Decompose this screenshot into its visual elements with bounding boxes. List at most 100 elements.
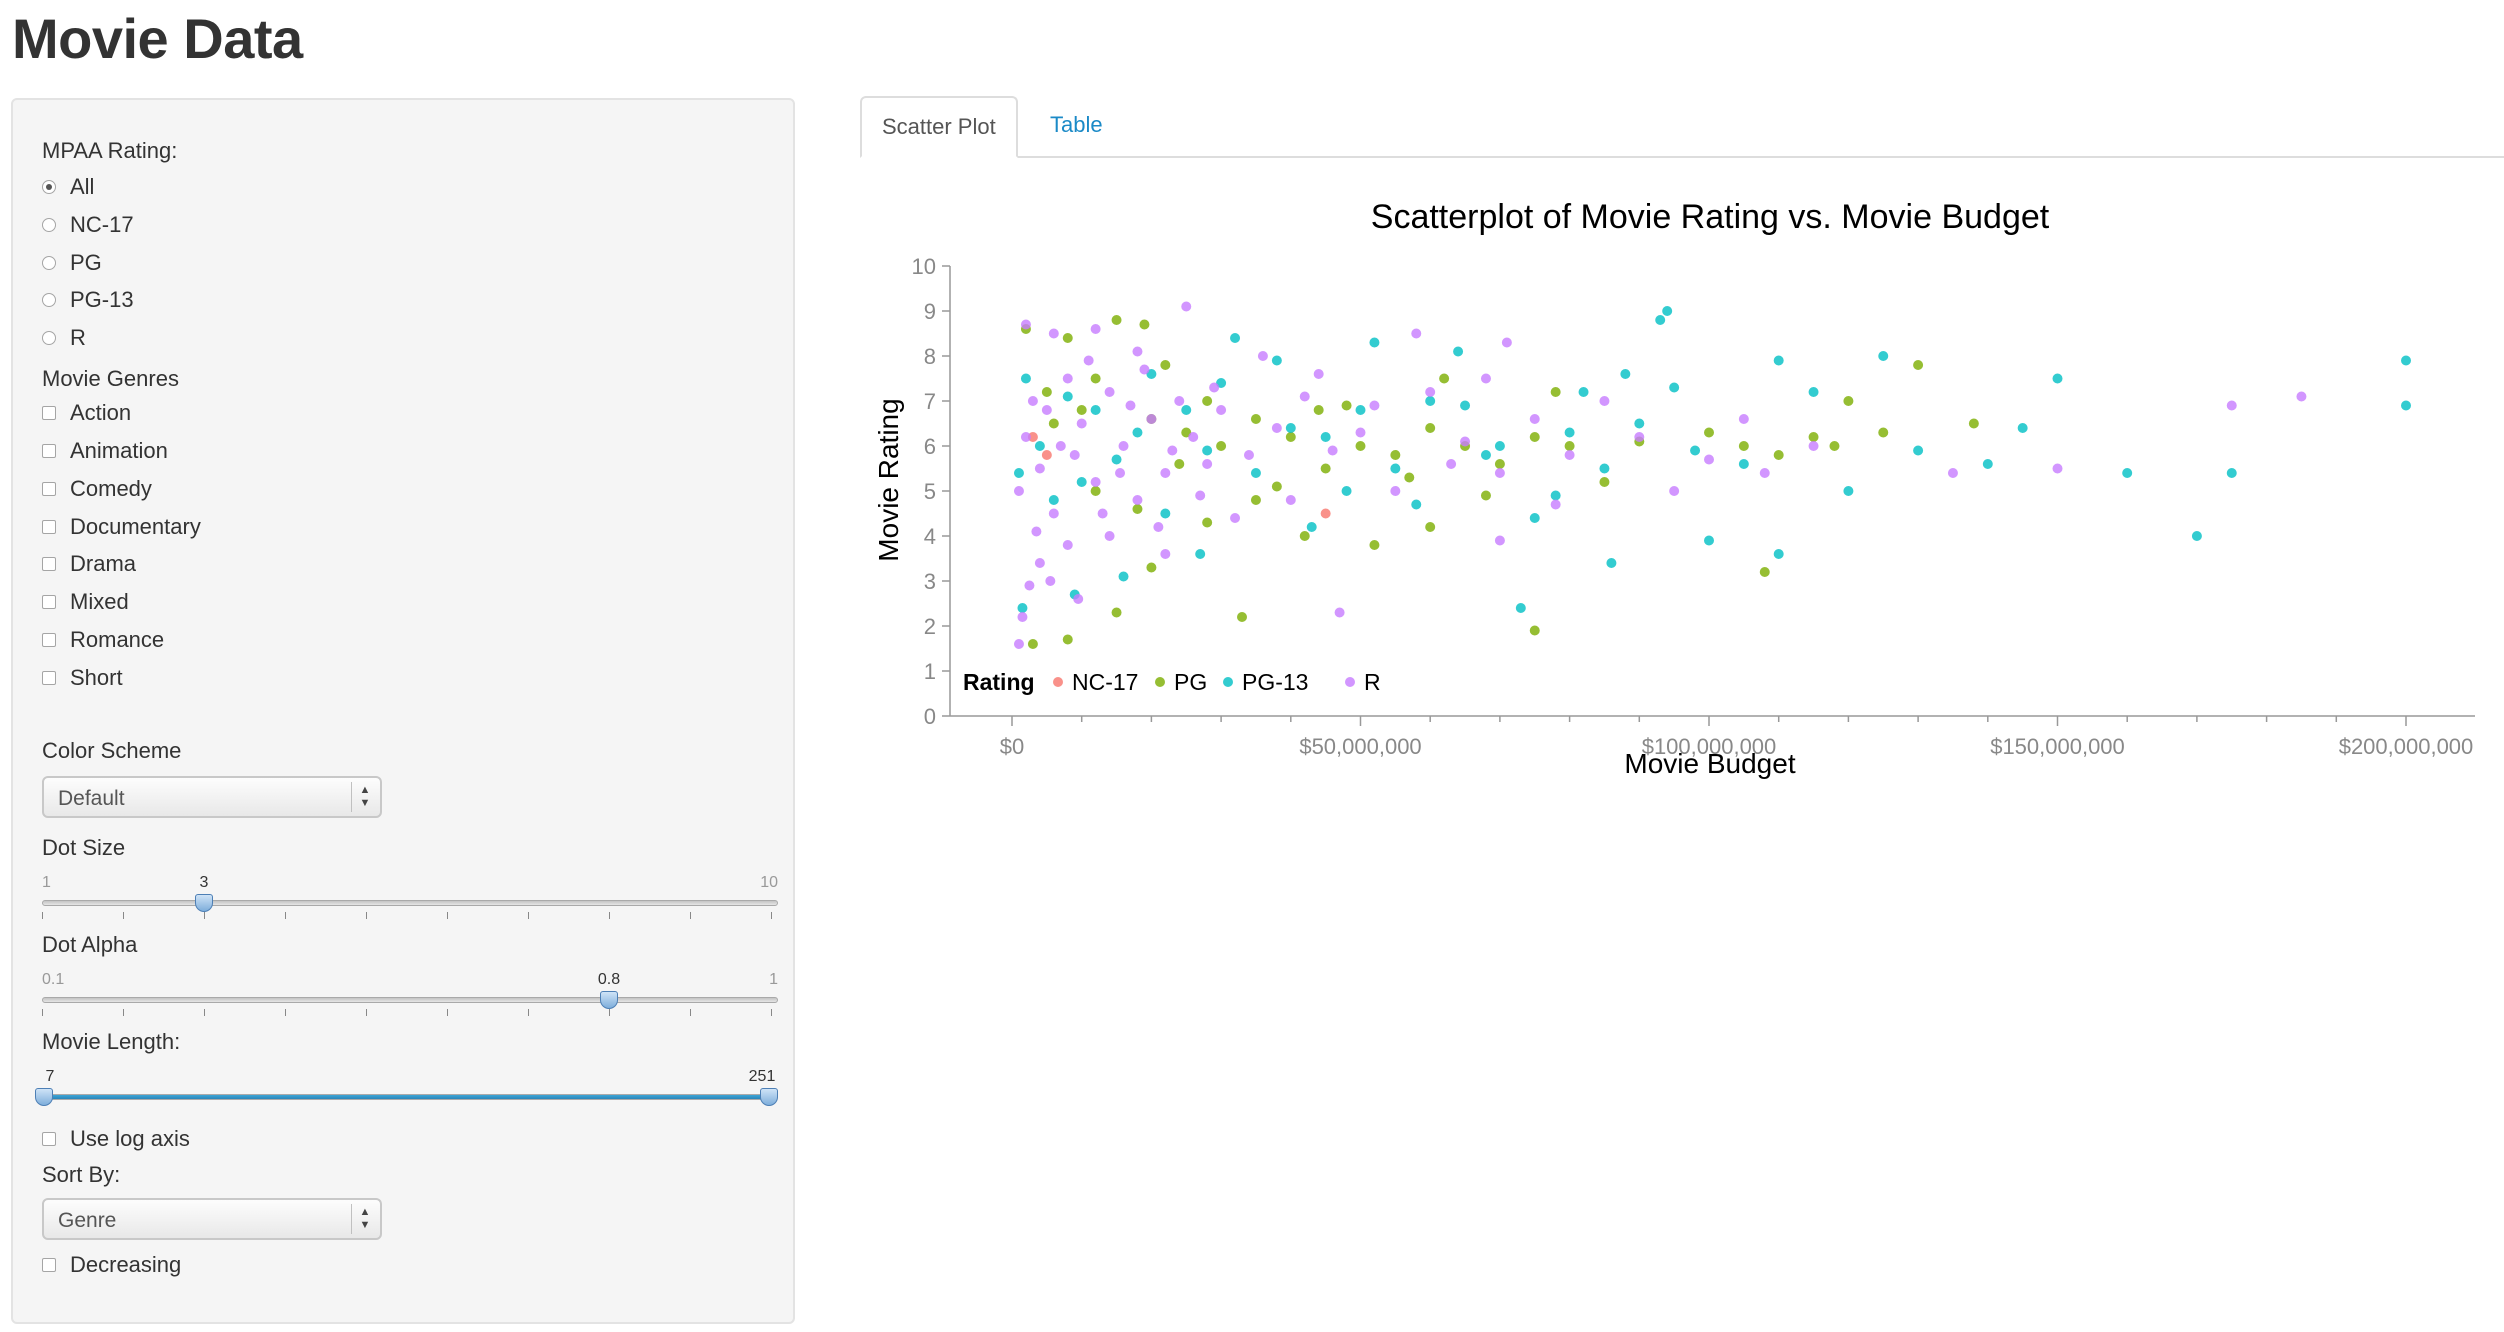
data-point: [1017, 603, 1028, 613]
dot-size-handle[interactable]: [195, 894, 213, 912]
genre-checkbox-action[interactable]: [42, 406, 56, 420]
data-point: [1118, 571, 1129, 582]
y-tick-label: 1: [924, 659, 936, 684]
genre-option-romance[interactable]: Romance: [42, 625, 164, 655]
data-point: [1390, 486, 1401, 496]
mpaa-radio-pg[interactable]: [42, 256, 56, 270]
slider-tick: [528, 912, 529, 919]
movie-length-track[interactable]: [42, 1094, 778, 1100]
data-point: [1104, 531, 1115, 541]
data-point: [1062, 333, 1073, 343]
data-point: [2052, 463, 2063, 474]
data-point: [1250, 468, 1261, 478]
dot-alpha-track[interactable]: [42, 997, 778, 1003]
data-point: [1062, 391, 1073, 402]
data-point: [1160, 468, 1171, 478]
dot-size-track[interactable]: [42, 900, 778, 906]
data-point: [1480, 450, 1491, 460]
genre-checkbox-mixed[interactable]: [42, 595, 56, 609]
mpaa-radio-r[interactable]: [42, 331, 56, 345]
data-point: [1425, 522, 1436, 532]
movie-length-high-handle[interactable]: [760, 1088, 778, 1106]
movie-length-low-handle[interactable]: [35, 1088, 53, 1106]
data-point: [2017, 423, 2028, 433]
mpaa-radio-all[interactable]: [42, 180, 56, 194]
y-axis-label: Movie Rating: [873, 398, 904, 561]
genre-option-mixed[interactable]: Mixed: [42, 587, 129, 617]
data-point: [1230, 333, 1241, 343]
data-point: [1034, 441, 1045, 451]
mpaa-option-pg13[interactable]: PG-13: [42, 285, 134, 315]
slider-tick: [771, 912, 772, 919]
genre-checkbox-drama[interactable]: [42, 557, 56, 571]
data-point: [1202, 445, 1213, 456]
data-point: [1132, 504, 1143, 514]
dot-alpha-min: 0.1: [42, 971, 65, 988]
data-point: [1341, 400, 1352, 411]
data-point: [1132, 427, 1143, 438]
slider-tick: [204, 1009, 205, 1016]
color-scheme-select[interactable]: Default ▲ ▼: [42, 776, 382, 818]
data-point: [1209, 382, 1220, 393]
tab-bar: Scatter Plot Table: [860, 96, 2504, 158]
slider-tick: [447, 1009, 448, 1016]
data-point: [1013, 468, 1024, 478]
data-point: [1146, 414, 1157, 424]
data-point: [1299, 531, 1310, 541]
mpaa-option-r[interactable]: R: [42, 323, 86, 353]
data-point: [1529, 625, 1540, 636]
decreasing-checkbox[interactable]: [42, 1258, 56, 1272]
data-point: [1285, 432, 1296, 442]
legend-label: R: [1364, 669, 1381, 695]
log-axis-option[interactable]: Use log axis: [42, 1124, 190, 1154]
genre-option-comedy[interactable]: Comedy: [42, 474, 152, 504]
mpaa-option-all[interactable]: All: [42, 172, 94, 202]
decreasing-option[interactable]: Decreasing: [42, 1250, 181, 1280]
mpaa-radio-nc17[interactable]: [42, 218, 56, 232]
sort-by-select[interactable]: Genre ▲ ▼: [42, 1198, 382, 1240]
tab-scatter-plot[interactable]: Scatter Plot: [860, 96, 1018, 158]
data-point: [1055, 441, 1066, 451]
movie-length-slider[interactable]: 7 251: [35, 1068, 778, 1138]
genre-checkbox-short[interactable]: [42, 671, 56, 685]
data-point: [1634, 432, 1645, 442]
genre-checkbox-comedy[interactable]: [42, 482, 56, 496]
data-point: [1062, 634, 1073, 645]
log-axis-checkbox[interactable]: [42, 1132, 56, 1146]
data-point: [1334, 607, 1345, 618]
genre-option-documentary[interactable]: Documentary: [42, 512, 201, 542]
chart-axes: 0 1 2 3 4 5 6 7 8 9 10 $0 $50,000,000 $100,000,000 $15…: [912, 254, 2475, 759]
mpaa-radio-pg13[interactable]: [42, 293, 56, 307]
genre-option-action[interactable]: Action: [42, 398, 131, 428]
dot-alpha-slider[interactable]: 0.1 1 0.8: [42, 971, 778, 1041]
legend-marker: [1223, 677, 1233, 687]
mpaa-option-label: All: [70, 174, 95, 199]
genre-checkbox-romance[interactable]: [42, 633, 56, 647]
data-point: [1947, 468, 1958, 478]
tab-table[interactable]: Table: [1050, 112, 1103, 137]
chart-legend: Rating NC-17 PG PG-13 R: [963, 669, 1381, 695]
genre-option-drama[interactable]: Drama: [42, 549, 136, 579]
slider-tick: [123, 912, 124, 919]
data-point: [1425, 423, 1436, 433]
genre-option-short[interactable]: Short: [42, 663, 123, 693]
data-point: [1425, 387, 1436, 397]
data-point: [1083, 355, 1094, 366]
dot-size-slider[interactable]: 1 10 3: [42, 874, 778, 944]
genre-checkbox-documentary[interactable]: [42, 520, 56, 534]
genre-option-animation[interactable]: Animation: [42, 436, 168, 466]
data-point: [1829, 441, 1840, 451]
genre-option-label: Romance: [70, 627, 165, 652]
x-tick-label: $0: [1000, 734, 1024, 759]
mpaa-option-nc17[interactable]: NC-17: [42, 210, 134, 240]
mpaa-option-pg[interactable]: PG: [42, 248, 102, 278]
data-point: [1111, 315, 1122, 325]
data-point: [1034, 463, 1045, 474]
y-tick-label: 4: [924, 524, 936, 549]
genre-option-label: Animation: [70, 438, 168, 463]
genre-checkbox-animation[interactable]: [42, 444, 56, 458]
y-tick-label: 0: [924, 704, 936, 729]
data-point: [1090, 373, 1101, 384]
data-point: [1773, 450, 1784, 460]
dot-alpha-handle[interactable]: [600, 991, 618, 1009]
